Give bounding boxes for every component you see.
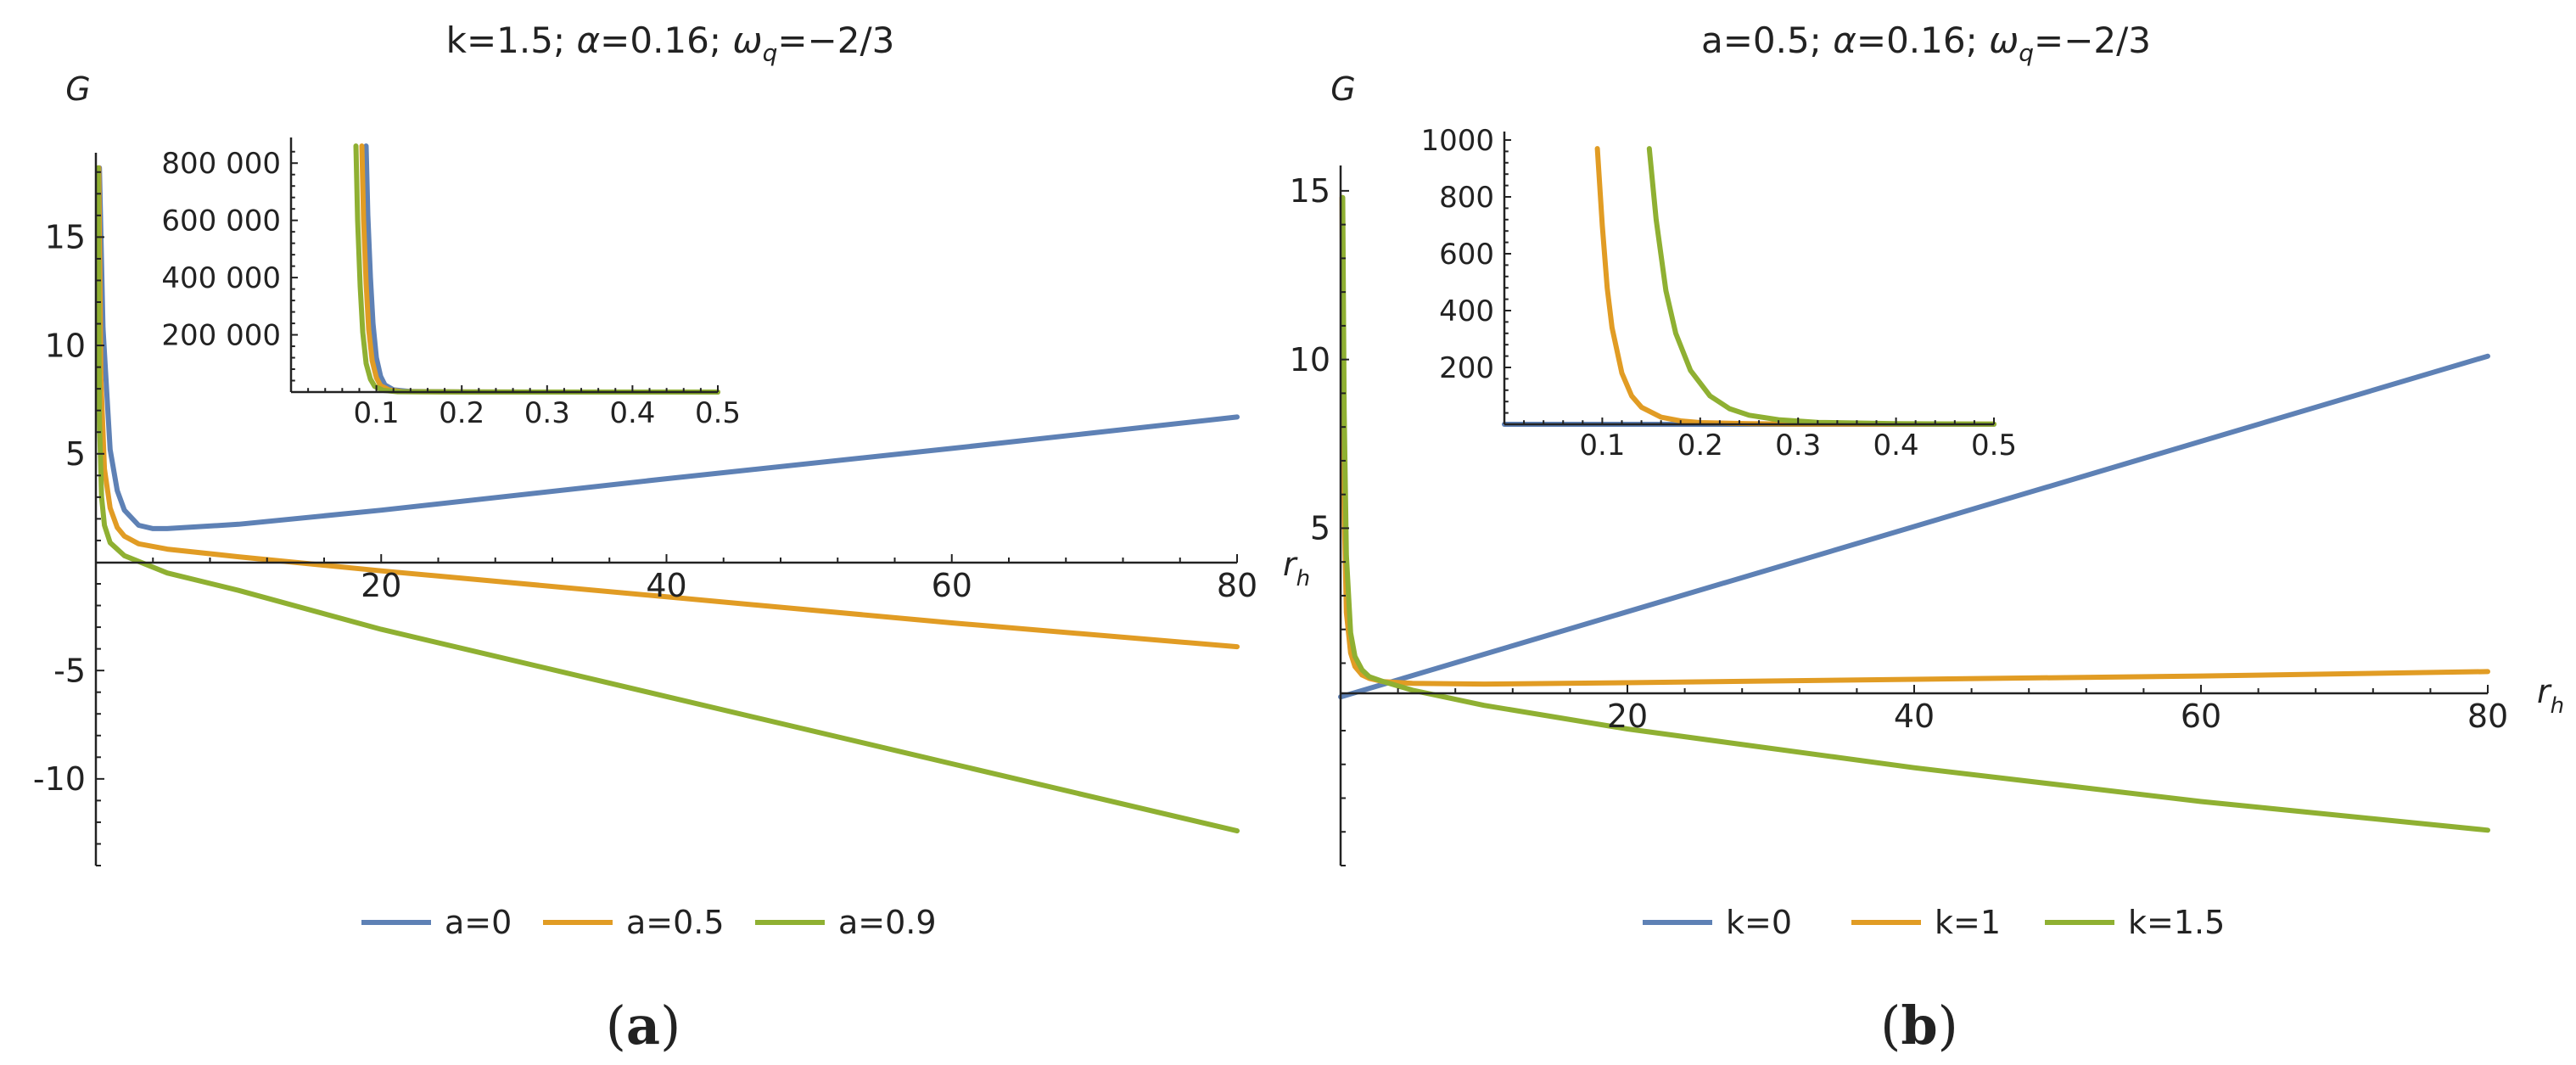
panel-b-legend-k1: k=1 bbox=[1935, 904, 2001, 941]
panel-a-x-tick-label: 80 bbox=[1217, 567, 1257, 604]
panel-b-x-tick-label: 40 bbox=[1894, 698, 1935, 735]
panel-b-legend: k=0 k=1 k=1.5 bbox=[1643, 904, 2225, 941]
panel-b-series-group bbox=[1338, 194, 2490, 833]
panel-b-legend-k15: k=1.5 bbox=[2128, 904, 2225, 941]
panel-b-axes: 20 40 60 80 5 10 15 bbox=[1290, 165, 2508, 866]
panel-a-inset-y-tick-label: 400 000 bbox=[161, 261, 281, 295]
panel-a-series-a05 bbox=[96, 165, 1240, 650]
panel-a-inset-y-tick-label: 200 000 bbox=[161, 318, 281, 352]
panel-a-inset-x-tick-label: 0.1 bbox=[354, 396, 400, 430]
panel-b: a=0.5; α=0.16; ωq=−2/3 G rh 20 40 60 80 5 10 1… bbox=[1290, 20, 2564, 1057]
panel-a-legend-a05: a=0.5 bbox=[626, 904, 725, 941]
panel-b-inset-series-group bbox=[1502, 146, 1996, 427]
panel-b-label: (b) bbox=[1880, 995, 1958, 1057]
panel-a-series-a09 bbox=[95, 165, 1240, 834]
panel-b-x-tick-label: 20 bbox=[1607, 698, 1648, 735]
panel-a: k=1.5; α=0.16; ωq=−2/3 G rh 20 40 60 80 -10 -… bbox=[33, 20, 1310, 1057]
panel-b-inset-x-tick-label: 0.2 bbox=[1677, 429, 1723, 462]
panel-b-y-tick-label: 10 bbox=[1290, 341, 1330, 378]
panel-b-series-k15 bbox=[1340, 194, 2490, 833]
panel-a-inset-x-tick-label: 0.2 bbox=[439, 396, 484, 430]
panel-a-inset-x-tick-label: 0.3 bbox=[524, 396, 570, 430]
panel-b-inset: 0.1 0.2 0.3 0.4 0.5 200 400 600 800 1000 bbox=[1420, 124, 2017, 462]
panel-b-x-tick-label: 60 bbox=[2181, 698, 2221, 735]
panel-b-inset-x-tick-label: 0.5 bbox=[1971, 429, 2017, 462]
panel-a-inset-series-a09 bbox=[353, 143, 720, 395]
panel-a-x-tick-label: 60 bbox=[932, 567, 972, 604]
panel-a-axes: 20 40 60 80 -10 -5 5 10 15 bbox=[33, 153, 1257, 866]
panel-b-inset-y-tick-label: 600 bbox=[1439, 238, 1494, 272]
panel-a-inset-y-tick-label: 600 000 bbox=[161, 205, 281, 238]
panel-b-series-k0 bbox=[1338, 353, 2490, 700]
panel-b-x-axis-label: rh bbox=[2537, 673, 2564, 719]
panel-a-legend: a=0 a=0.5 a=0.9 bbox=[361, 904, 937, 941]
panel-a-inset-series-a05 bbox=[359, 143, 720, 395]
panel-a-x-axis-label: rh bbox=[1283, 546, 1310, 591]
panel-a-y-tick-label: -5 bbox=[53, 652, 86, 689]
panel-a-title: k=1.5; α=0.16; ωq=−2/3 bbox=[446, 20, 895, 67]
panel-b-y-tick-label: 5 bbox=[1310, 510, 1330, 547]
panel-a-series-a0 bbox=[97, 165, 1240, 531]
panel-a-inset: 0.1 0.2 0.3 0.4 0.5 200 000 400 000 600 000 800 … bbox=[161, 137, 741, 430]
panel-b-y-axis-label: G bbox=[1330, 70, 1355, 108]
panel-a-label: (a) bbox=[606, 995, 681, 1057]
panel-b-y-tick-label: 15 bbox=[1290, 172, 1330, 210]
panel-b-legend-k0: k=0 bbox=[1726, 904, 1792, 941]
panel-a-inset-x-tick-label: 0.4 bbox=[609, 396, 655, 430]
panel-a-y-axis-label: G bbox=[65, 70, 90, 108]
panel-b-inset-y-tick-label: 800 bbox=[1439, 181, 1494, 215]
panel-a-inset-series-group bbox=[353, 143, 720, 395]
panel-b-inset-x-tick-label: 0.1 bbox=[1579, 429, 1625, 462]
panel-b-inset-x-tick-label: 0.3 bbox=[1775, 429, 1821, 462]
panel-a-y-tick-label: -10 bbox=[33, 760, 86, 798]
panel-a-y-tick-label: 15 bbox=[45, 219, 86, 256]
panel-b-inset-y-tick-label: 200 bbox=[1439, 351, 1494, 385]
panel-a-x-tick-label: 40 bbox=[646, 567, 686, 604]
panel-a-inset-y-tick-label: 800 000 bbox=[161, 147, 281, 181]
panel-a-x-tick-label: 20 bbox=[361, 567, 401, 604]
panel-b-title: a=0.5; α=0.16; ωq=−2/3 bbox=[1701, 20, 2151, 67]
panel-a-y-tick-label: 10 bbox=[45, 327, 86, 364]
panel-b-inset-axes: 0.1 0.2 0.3 0.4 0.5 200 400 600 800 1000 bbox=[1420, 124, 2017, 462]
panel-b-inset-series-k15 bbox=[1646, 146, 1996, 427]
panel-b-x-tick-label: 80 bbox=[2467, 698, 2508, 735]
panel-b-inset-y-tick-label: 400 bbox=[1439, 294, 1494, 328]
panel-a-inset-axes: 0.1 0.2 0.3 0.4 0.5 200 000 400 000 600 000 800 … bbox=[161, 137, 741, 430]
panel-b-inset-series-k1 bbox=[1594, 146, 1996, 427]
panel-a-y-tick-label: 5 bbox=[65, 435, 86, 473]
panel-a-series-group bbox=[95, 165, 1240, 834]
panel-b-inset-y-tick-label: 1000 bbox=[1420, 124, 1494, 158]
panel-a-legend-a09: a=0.9 bbox=[838, 904, 937, 941]
panel-a-inset-x-tick-label: 0.5 bbox=[695, 396, 741, 430]
panel-a-legend-a0: a=0 bbox=[445, 904, 512, 941]
panel-b-inset-x-tick-label: 0.4 bbox=[1873, 429, 1919, 462]
panel-a-inset-series-a0 bbox=[363, 143, 720, 395]
